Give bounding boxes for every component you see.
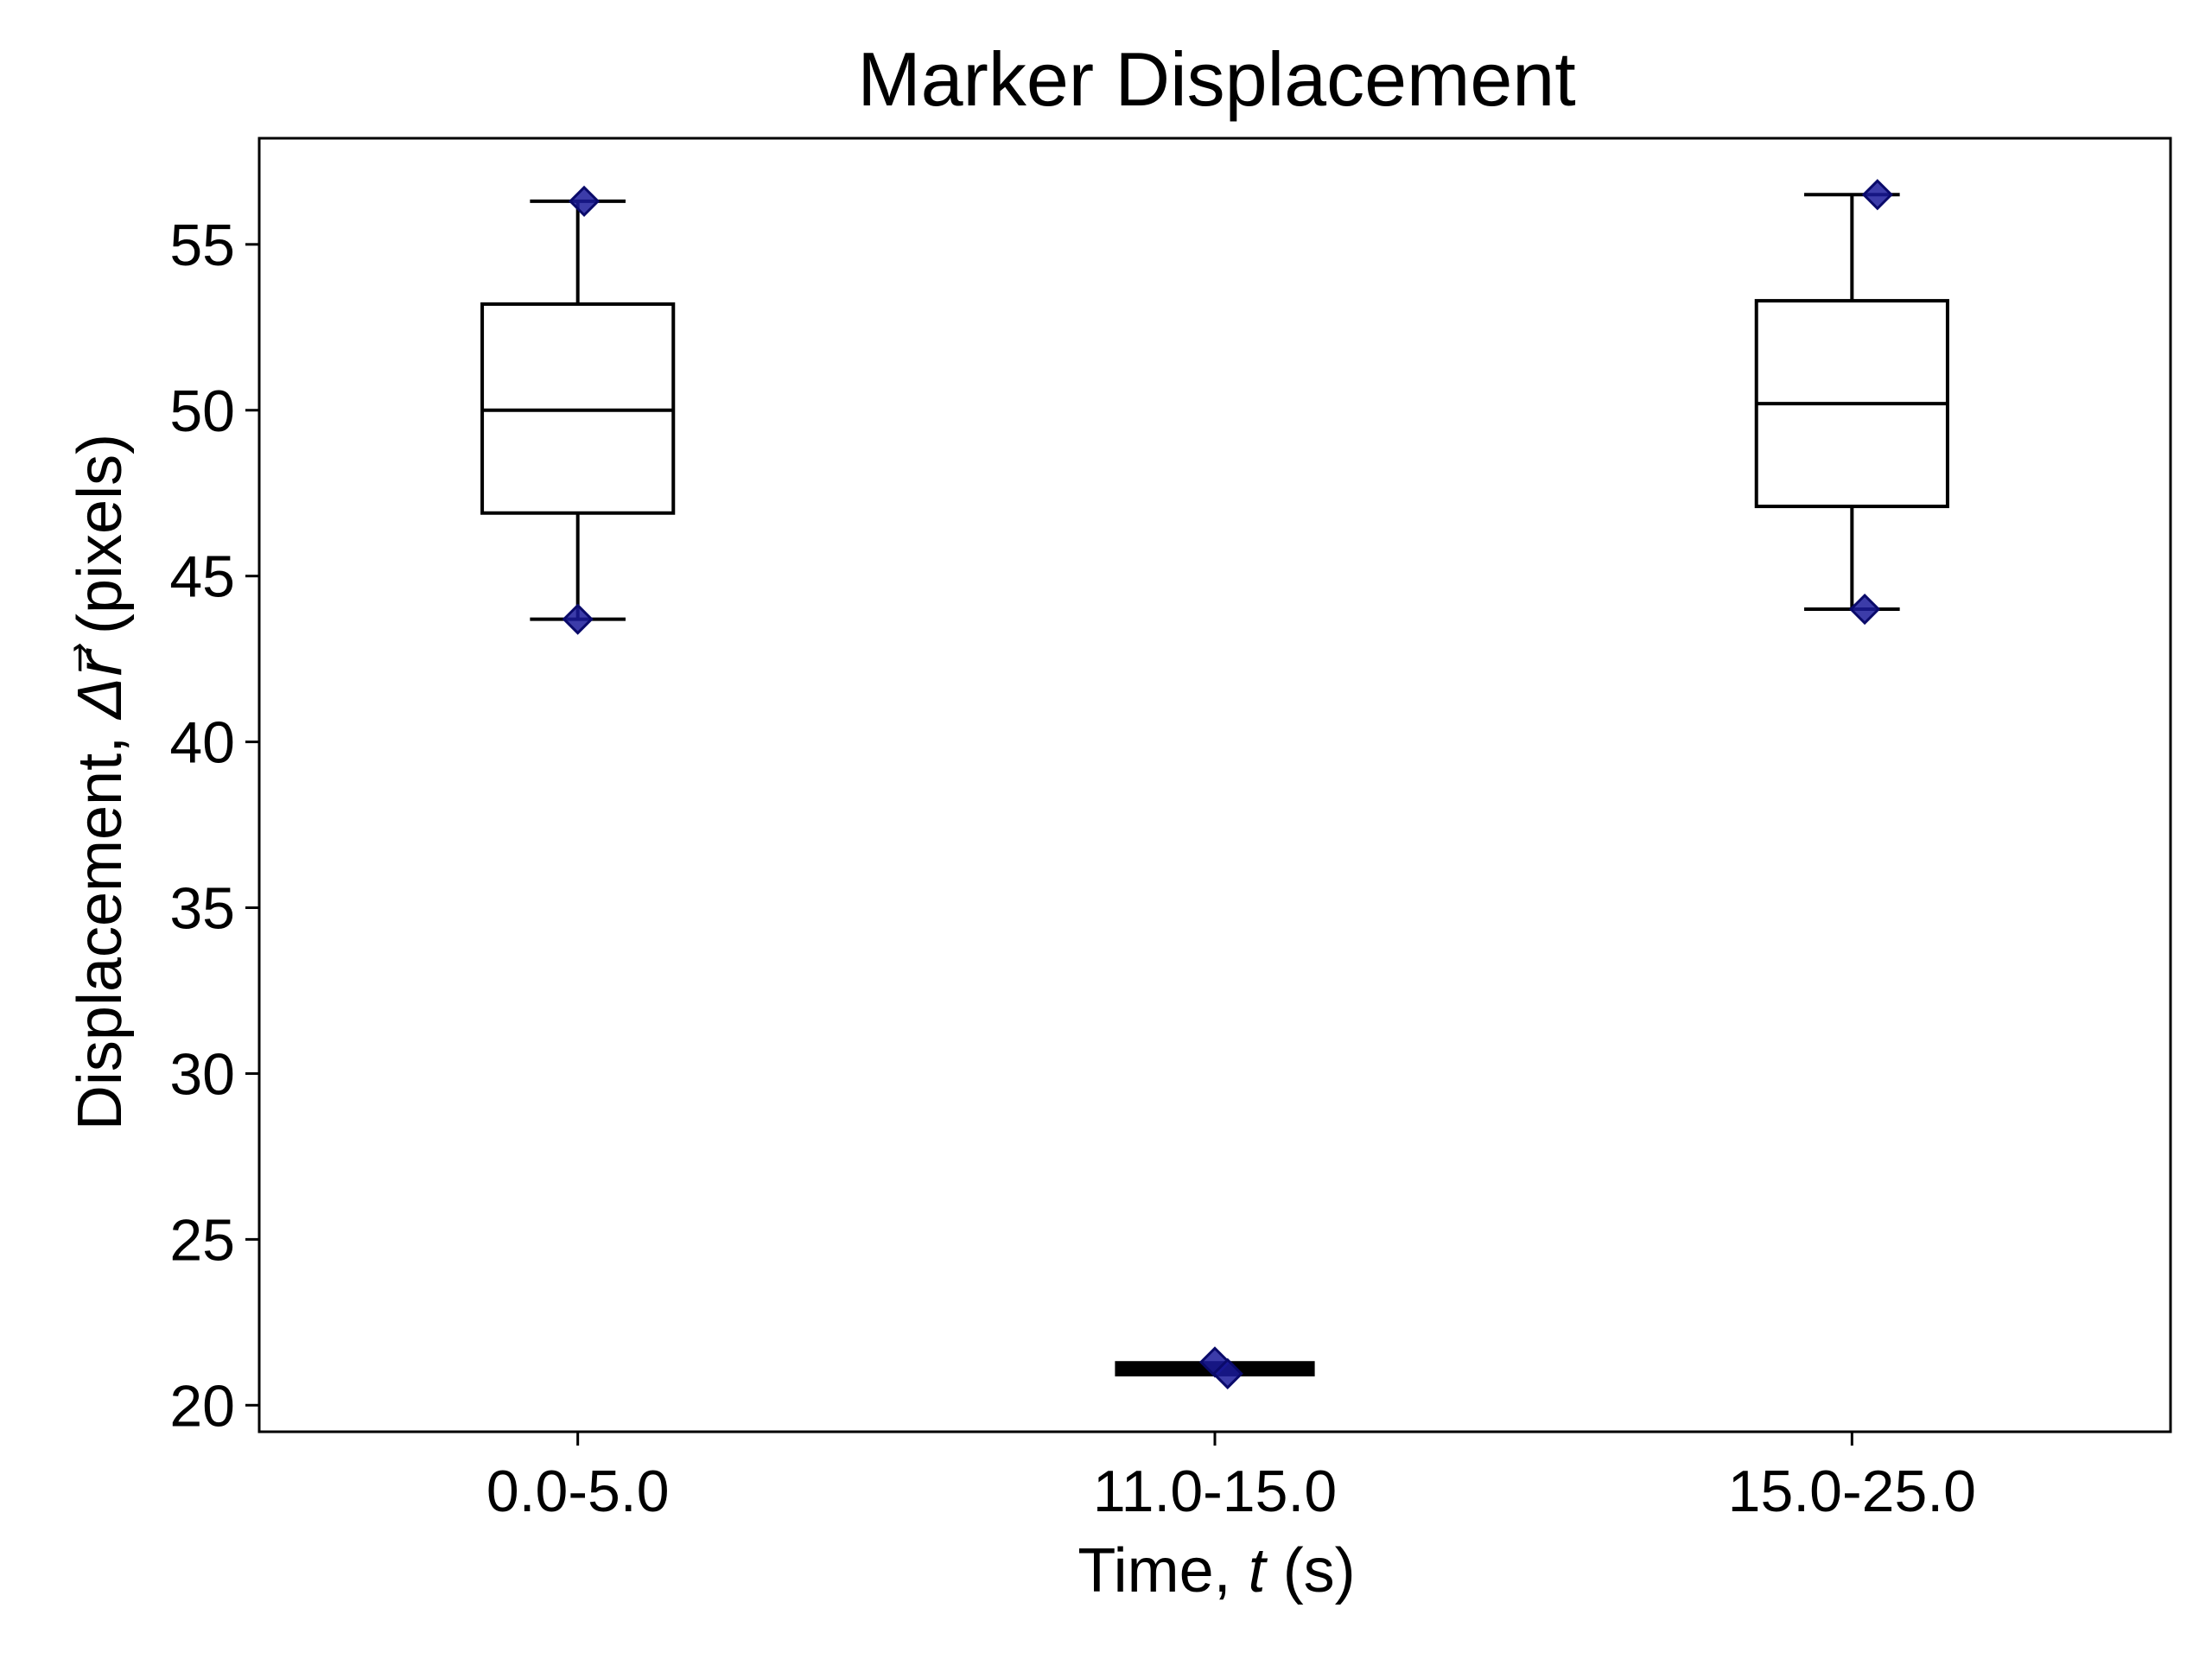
y-axis: 20 25 30 35 40 45 50 55 (169, 213, 259, 1439)
y-tick-label: 25 (169, 1207, 235, 1273)
y-axis-label-prefix: Displacement, (66, 719, 135, 1130)
points-layer (562, 179, 1893, 1389)
y-tick-label: 30 (169, 1041, 235, 1107)
y-tick-label: 45 (169, 544, 235, 610)
x-tick-label: 15.0-25.0 (1728, 1459, 1976, 1524)
data-point (1848, 593, 1881, 626)
data-point (1861, 179, 1893, 211)
y-tick-label: 20 (169, 1373, 235, 1439)
y-axis-label-suffix: (pixels) (66, 434, 135, 652)
y-tick-label: 55 (169, 213, 235, 278)
boxes-layer (480, 193, 1949, 1376)
y-tick-label: 40 (169, 710, 235, 776)
x-tick-label: 11.0-15.0 (1093, 1459, 1337, 1524)
x-axis-label-variable: t (1249, 1536, 1268, 1605)
x-axis: 0.0-5.0 11.0-15.0 15.0-25.0 (486, 1432, 1976, 1524)
y-axis-label-variable: Δr⃗ (66, 643, 135, 721)
chart-title: Marker Displacement (857, 36, 1575, 122)
x-tick-label: 0.0-5.0 (486, 1459, 670, 1524)
data-point (1211, 1357, 1243, 1389)
plot-area-frame (257, 137, 2172, 1433)
x-axis-label-suffix: (s) (1266, 1536, 1356, 1605)
y-tick-label: 50 (169, 378, 235, 444)
y-tick-label: 35 (169, 876, 235, 942)
data-point (562, 603, 594, 635)
y-axis-label: Displacement, Δr⃗ (pixels) (66, 434, 135, 1130)
data-point (568, 185, 601, 218)
x-axis-label: Time, t (s) (1077, 1536, 1355, 1605)
x-axis-label-prefix: Time, (1077, 1536, 1248, 1605)
